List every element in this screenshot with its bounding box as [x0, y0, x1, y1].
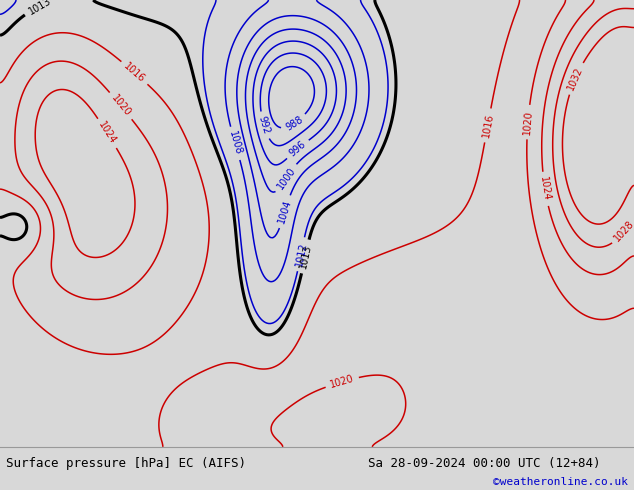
- Text: 992: 992: [256, 115, 271, 136]
- Text: 1024: 1024: [538, 176, 552, 202]
- Text: 1013: 1013: [298, 244, 313, 270]
- Text: 1000: 1000: [275, 165, 297, 191]
- Text: 1004: 1004: [276, 198, 294, 225]
- Text: 988: 988: [284, 114, 304, 132]
- Text: 1024: 1024: [96, 120, 118, 147]
- Text: Sa 28-09-2024 00:00 UTC (12+84): Sa 28-09-2024 00:00 UTC (12+84): [368, 457, 600, 470]
- Text: 1008: 1008: [227, 130, 243, 156]
- Text: 1020: 1020: [109, 93, 133, 119]
- Text: 1032: 1032: [566, 65, 585, 92]
- Text: 1013: 1013: [27, 0, 53, 17]
- Text: ©weatheronline.co.uk: ©weatheronline.co.uk: [493, 477, 628, 487]
- Text: 1016: 1016: [481, 113, 495, 138]
- Text: Surface pressure [hPa] EC (AIFS): Surface pressure [hPa] EC (AIFS): [6, 457, 247, 470]
- Text: 996: 996: [287, 139, 308, 159]
- Text: 1020: 1020: [522, 109, 534, 135]
- Text: 1016: 1016: [122, 61, 147, 85]
- Text: 1028: 1028: [612, 218, 634, 243]
- Text: 1012: 1012: [294, 241, 308, 268]
- Text: 1020: 1020: [329, 374, 355, 390]
